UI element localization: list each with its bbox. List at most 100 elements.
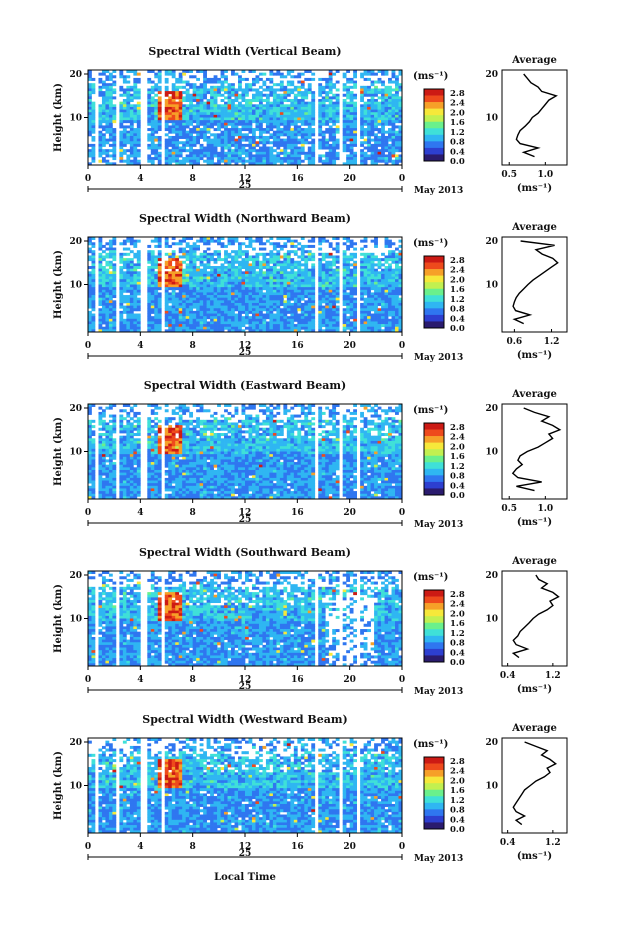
heatmap-cell [126, 302, 131, 306]
heatmap-cell [325, 329, 330, 333]
heatmap-cell [122, 263, 127, 267]
heatmap-cell [150, 96, 155, 100]
heatmap-cell [363, 120, 368, 124]
heatmap-cell [98, 146, 103, 150]
heatmap-cell [353, 162, 357, 166]
heatmap-cell [157, 318, 162, 322]
heatmap-cell [238, 266, 242, 270]
heatmap-cell [199, 289, 204, 293]
heatmap-cell [276, 292, 281, 296]
heatmap-cell [91, 287, 96, 291]
heatmap-cell [391, 302, 396, 306]
heatmap-cell [213, 316, 218, 320]
heatmap-cell [304, 138, 309, 142]
heatmap-cell [119, 157, 124, 161]
heatmap-cell [391, 324, 396, 328]
heatmap-cell [119, 318, 124, 322]
heatmap-cell [395, 297, 399, 301]
heatmap-cell [136, 302, 141, 306]
heatmap-cell [395, 313, 399, 317]
heatmap-cell [395, 266, 399, 270]
heatmap-cell [88, 72, 92, 76]
heatmap-cell [279, 268, 284, 272]
heatmap-cell [150, 300, 155, 304]
heatmap-cell [227, 162, 232, 166]
heatmap-cell [335, 279, 340, 283]
heatmap-cell [119, 302, 124, 306]
heatmap-cell [398, 135, 403, 139]
heatmap-cell [283, 310, 288, 314]
heatmap-cell [245, 300, 249, 304]
heatmap-cell [311, 99, 316, 103]
heatmap-cell [129, 120, 134, 124]
heatmap-cell [370, 159, 375, 163]
heatmap-cell [279, 266, 284, 270]
heatmap-cell [311, 313, 316, 317]
heatmap-cell [168, 154, 173, 158]
heatmap-cell [283, 263, 288, 267]
heatmap-cell [304, 324, 309, 328]
heatmap-cell [133, 316, 138, 320]
heatmap-cell [300, 287, 305, 291]
heatmap-cell [384, 141, 389, 145]
heatmap-cell [363, 258, 368, 262]
heatmap-cell [185, 125, 190, 129]
heatmap-cell [328, 266, 333, 270]
heatmap-cell [133, 104, 138, 108]
heatmap-cell [304, 117, 309, 121]
heatmap-cell [175, 326, 180, 330]
heatmap-cell [258, 308, 263, 312]
heatmap-cell [196, 258, 200, 262]
heatmap-cell [353, 72, 357, 76]
heatmap-cell [265, 93, 270, 97]
heatmap-cell [332, 109, 337, 113]
heatmap-cell [353, 151, 357, 155]
heatmap-cell [269, 255, 274, 259]
heatmap-cell [150, 279, 155, 283]
heatmap-cell [335, 318, 340, 322]
heatmap-cell [321, 85, 326, 89]
heatmap-cell [318, 154, 323, 158]
heatmap-cell [147, 260, 152, 264]
heatmap-cell [168, 316, 173, 320]
heatmap-cell [321, 263, 326, 267]
heatmap-cell [196, 138, 200, 142]
heatmap-cell [328, 120, 333, 124]
heatmap-cell [325, 109, 330, 113]
heatmap-cell [196, 141, 200, 145]
heatmap-cell [245, 313, 249, 317]
heatmap-cell [332, 326, 337, 330]
heatmap-cell [245, 266, 249, 270]
heatmap-cell [210, 279, 214, 283]
heatmap-cell [196, 295, 200, 299]
heatmap-cell [367, 149, 371, 153]
heatmap-cell [105, 287, 110, 291]
heatmap-cell [206, 292, 211, 296]
heatmap-cell [321, 279, 326, 283]
heatmap-cell [192, 130, 197, 134]
heatmap-cell [290, 154, 295, 158]
heatmap-cell [377, 302, 382, 306]
heatmap-cell [192, 143, 197, 147]
heatmap-cell [321, 268, 326, 272]
heatmap-cell [255, 276, 260, 280]
heatmap-cell [129, 88, 134, 92]
heatmap-cell [203, 297, 207, 301]
heatmap-cell [297, 162, 302, 166]
heatmap-cell [360, 324, 364, 328]
heatmap-cell [217, 284, 221, 288]
heatmap-cell [206, 295, 211, 299]
heatmap-cell [213, 96, 218, 100]
heatmap-cell [398, 133, 403, 137]
heatmap-cell [335, 271, 340, 275]
heatmap-cell [388, 308, 392, 312]
heatmap-cell [164, 292, 169, 296]
heatmap-cell [245, 295, 249, 299]
heatmap-cell [101, 326, 106, 330]
heatmap-cell [171, 114, 176, 118]
heatmap-cell [276, 146, 281, 150]
heatmap-cell [272, 313, 277, 317]
heatmap-cell [189, 295, 194, 299]
heatmap-cell [370, 279, 375, 283]
heatmap-cell [370, 146, 375, 150]
